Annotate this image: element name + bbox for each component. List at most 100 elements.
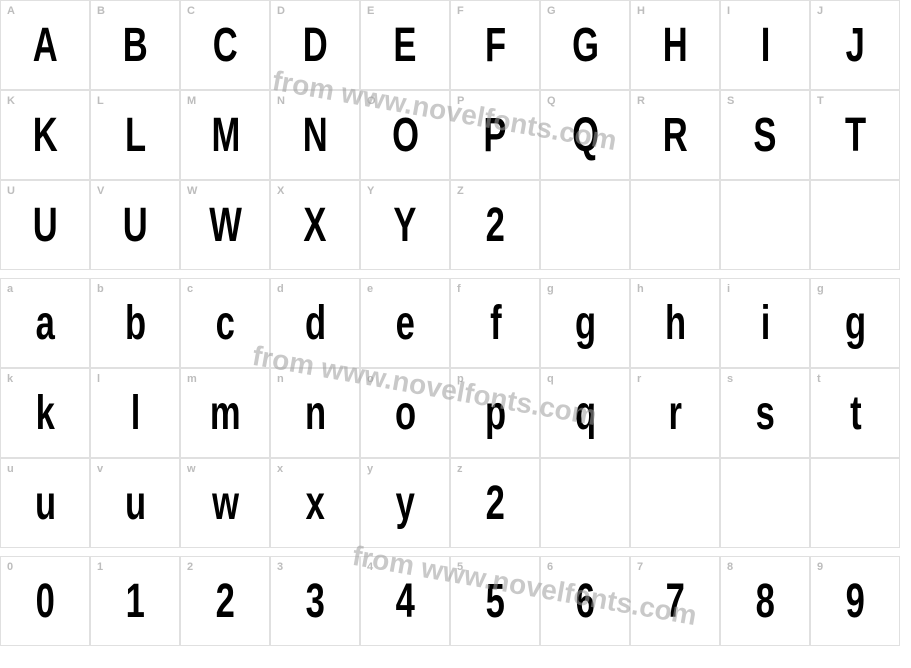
cell-glyph: P — [484, 108, 506, 163]
glyph-cell: BB — [90, 0, 180, 90]
cell-key-label: l — [97, 373, 100, 385]
cell-key-label: Y — [367, 185, 374, 197]
glyph-cell: 66 — [540, 556, 630, 646]
cell-key-label: F — [457, 5, 464, 17]
cell-glyph: l — [131, 386, 140, 441]
cell-glyph: R — [663, 108, 687, 163]
glyph-cell — [540, 458, 630, 548]
cell-glyph: 0 — [36, 574, 55, 629]
glyph-cell: EE — [360, 0, 450, 90]
glyph-cell: NN — [270, 90, 360, 180]
glyph-grid-upper: AABBCCDDEEFFGGHHIIJJKKLLMMNNOOPPQQRRSSTT… — [0, 0, 911, 270]
cell-key-label: L — [97, 95, 104, 107]
cell-glyph: M — [211, 108, 239, 163]
glyph-cell — [630, 180, 720, 270]
cell-glyph: p — [485, 386, 505, 441]
glyph-cell: 22 — [180, 556, 270, 646]
cell-key-label: g — [817, 283, 824, 295]
glyph-cell: pp — [450, 368, 540, 458]
glyph-cell: qq — [540, 368, 630, 458]
cell-key-label: V — [97, 185, 104, 197]
glyph-cell — [720, 180, 810, 270]
glyph-cell: MM — [180, 90, 270, 180]
cell-key-label: q — [547, 373, 554, 385]
cell-glyph: t — [850, 386, 861, 441]
glyph-cell: xx — [270, 458, 360, 548]
glyph-cell: ss — [720, 368, 810, 458]
cell-key-label: r — [637, 373, 641, 385]
cell-glyph: u — [35, 476, 55, 531]
cell-glyph: Y — [394, 198, 416, 253]
cell-glyph: T — [845, 108, 865, 163]
cell-glyph: Q — [572, 108, 598, 163]
glyph-cell: ii — [720, 278, 810, 368]
glyph-cell: CC — [180, 0, 270, 90]
cell-key-label: i — [727, 283, 730, 295]
cell-key-label: w — [187, 463, 196, 475]
cell-glyph: g — [575, 296, 595, 351]
cell-glyph: 4 — [396, 574, 415, 629]
cell-glyph: g — [845, 296, 865, 351]
glyph-cell: 44 — [360, 556, 450, 646]
cell-key-label: y — [367, 463, 373, 475]
cell-key-label: v — [97, 463, 103, 475]
glyph-cell: vu — [90, 458, 180, 548]
cell-key-label: S — [727, 95, 734, 107]
glyph-cell: LL — [90, 90, 180, 180]
cell-key-label: P — [457, 95, 464, 107]
glyph-cell: DD — [270, 0, 360, 90]
glyph-cell: mm — [180, 368, 270, 458]
glyph-cell: OO — [360, 90, 450, 180]
glyph-cell: nn — [270, 368, 360, 458]
cell-glyph: q — [575, 386, 595, 441]
cell-glyph: B — [123, 18, 147, 73]
cell-glyph: d — [305, 296, 325, 351]
glyph-grid-lower: aabbccddeeffgghhiiggkkllmmnnooppqqrrsstt… — [0, 278, 911, 548]
cell-glyph: e — [396, 296, 415, 351]
glyph-cell — [630, 458, 720, 548]
cell-key-label: E — [367, 5, 374, 17]
glyph-cell: KK — [0, 90, 90, 180]
cell-key-label: a — [7, 283, 13, 295]
glyph-cell — [720, 458, 810, 548]
cell-key-label: 9 — [817, 561, 823, 573]
cell-key-label: R — [637, 95, 645, 107]
glyph-cell: FF — [450, 0, 540, 90]
glyph-cell: 55 — [450, 556, 540, 646]
cell-glyph: r — [669, 386, 682, 441]
glyph-cell: aa — [0, 278, 90, 368]
cell-glyph: k — [36, 386, 55, 441]
cell-key-label: k — [7, 373, 13, 385]
cell-glyph: c — [216, 296, 235, 351]
cell-key-label: U — [7, 185, 15, 197]
cell-key-label: c — [187, 283, 193, 295]
cell-glyph: A — [33, 18, 57, 73]
cell-key-label: C — [187, 5, 195, 17]
glyph-cell: HH — [630, 0, 720, 90]
cell-key-label: Z — [457, 185, 464, 197]
cell-glyph: U — [123, 198, 147, 253]
cell-glyph: 2 — [486, 476, 505, 531]
cell-glyph: u — [125, 476, 145, 531]
cell-glyph: L — [125, 108, 145, 163]
glyph-cell: RR — [630, 90, 720, 180]
cell-glyph: H — [663, 18, 687, 73]
cell-glyph: a — [36, 296, 55, 351]
glyph-cell: VU — [90, 180, 180, 270]
glyph-cell — [540, 180, 630, 270]
glyph-cell: 99 — [810, 556, 900, 646]
glyph-cell: 00 — [0, 556, 90, 646]
glyph-cell: ll — [90, 368, 180, 458]
cell-key-label: u — [7, 463, 14, 475]
cell-key-label: H — [637, 5, 645, 17]
glyph-cell: oo — [360, 368, 450, 458]
cell-glyph: C — [213, 18, 237, 73]
glyph-cell: cc — [180, 278, 270, 368]
cell-glyph: I — [761, 18, 770, 73]
glyph-cell: TT — [810, 90, 900, 180]
cell-key-label: N — [277, 95, 285, 107]
glyph-cell — [810, 180, 900, 270]
glyph-cell: bb — [90, 278, 180, 368]
glyph-cell: ww — [180, 458, 270, 548]
cell-glyph: h — [665, 296, 685, 351]
